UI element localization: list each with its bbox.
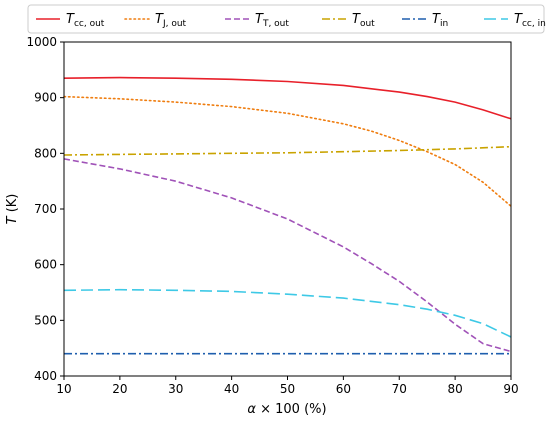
- y-tick-label: 1000: [26, 35, 57, 49]
- legend: Tcc, out TJ, out TT, out Tout Tin Tcc, in: [27, 4, 546, 34]
- y-axis: 400 500 600 700 800 900 1000: [26, 35, 64, 383]
- y-tick-label: 600: [34, 258, 57, 272]
- y-tick-label: 400: [34, 369, 57, 383]
- series-line-3: [63, 145, 512, 156]
- x-tick-label: 70: [392, 382, 407, 396]
- x-tick-label: 90: [503, 382, 518, 396]
- series-line-2: [63, 158, 512, 353]
- plot-area: [63, 41, 512, 377]
- legend-label-5: Tcc, in: [514, 12, 546, 29]
- legend-label-2: TT, out: [255, 12, 289, 29]
- y-tick-label: 800: [34, 146, 57, 160]
- x-tick-label: 30: [168, 382, 183, 396]
- x-axis: 10 20 30 40 50 60 70 80 90: [56, 376, 519, 396]
- x-axis-label: α × 100 (%): [247, 402, 326, 417]
- plot-frame: [63, 41, 512, 377]
- x-tick-label: 40: [224, 382, 239, 396]
- legend-label-1: TJ, out: [155, 12, 187, 29]
- x-tick-label: 10: [56, 382, 71, 396]
- legend-box: [27, 4, 545, 34]
- series-line-5: [63, 288, 512, 338]
- y-tick-label: 500: [34, 313, 57, 327]
- x-tick-label: 50: [280, 382, 295, 396]
- y-tick-label: 700: [34, 202, 57, 216]
- x-tick-label: 80: [447, 382, 462, 396]
- series-line-0: [63, 76, 512, 120]
- y-axis-label: T (K): [5, 194, 20, 225]
- legend-label-0: Tcc, out: [66, 12, 105, 29]
- series-line-1: [63, 95, 512, 207]
- x-tick-label: 60: [336, 382, 351, 396]
- legend-label-4: Tin: [432, 12, 448, 29]
- y-tick-label: 900: [34, 91, 57, 105]
- x-tick-label: 20: [112, 382, 127, 396]
- legend-label-3: Tout: [352, 12, 375, 29]
